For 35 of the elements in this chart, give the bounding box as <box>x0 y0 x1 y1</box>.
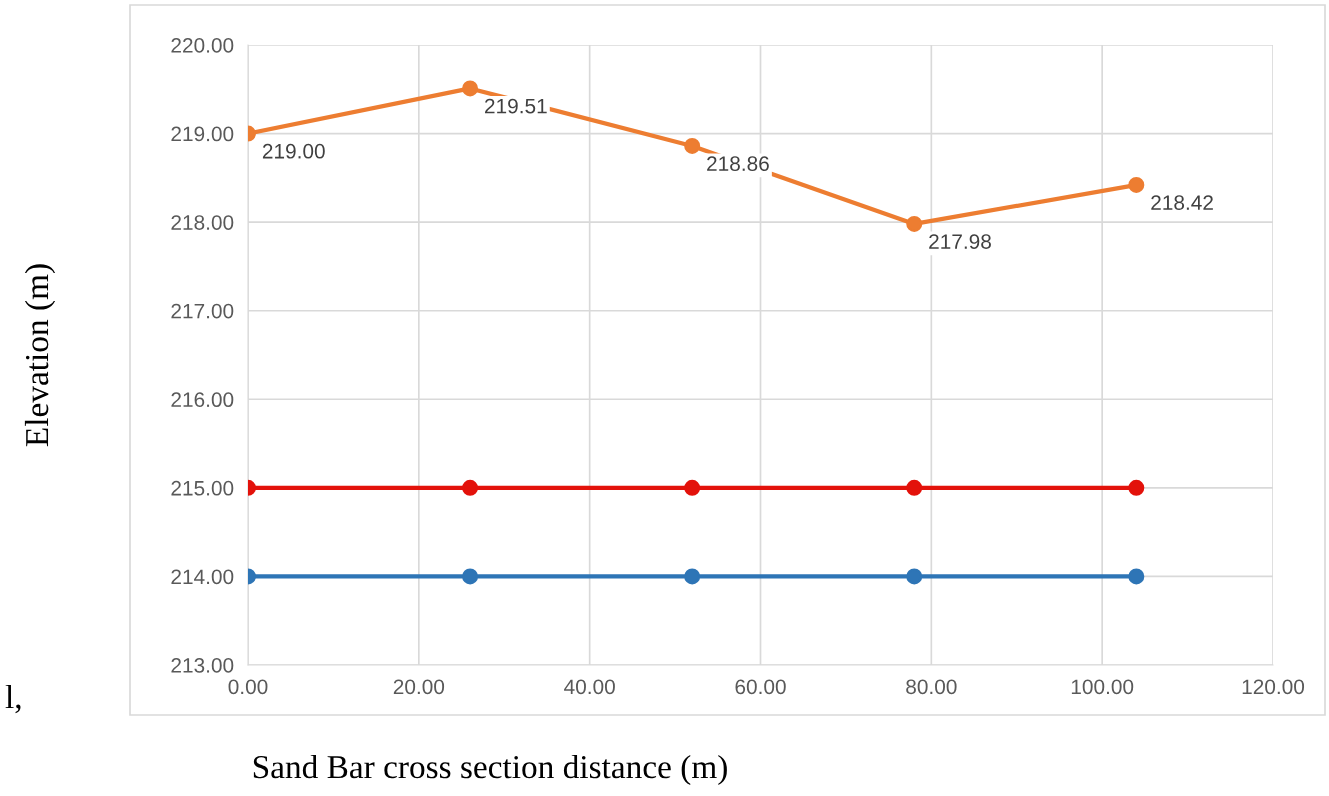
point <box>1128 176 1145 193</box>
y-axis-title: Elevation (m) <box>24 264 56 447</box>
point <box>684 568 701 585</box>
data-label: 218.86 <box>707 156 769 172</box>
y-tick-label: 218.00 <box>171 215 234 230</box>
y-tick-label: 219.00 <box>171 126 234 142</box>
point <box>462 568 479 585</box>
x-tick-label: 20.00 <box>393 679 445 695</box>
point <box>462 479 479 496</box>
data-label: 217.98 <box>929 234 991 249</box>
x-tick-label: 120.00 <box>1242 679 1305 695</box>
text: l, <box>5 684 21 714</box>
x-tick-label: 60.00 <box>735 679 786 695</box>
point <box>1128 568 1145 585</box>
y-tick-label: 215.00 <box>171 480 234 496</box>
point <box>684 137 701 154</box>
data-label: 219.51 <box>485 98 547 114</box>
x-axis-title: Sand Bar cross section distance (m) <box>253 754 727 786</box>
point <box>462 80 479 97</box>
x-tick-label: 40.00 <box>564 679 615 695</box>
y-tick-label: 214.00 <box>171 569 234 585</box>
data-label: 219.00 <box>262 143 325 159</box>
point <box>906 215 923 232</box>
y-tick-label: 216.00 <box>171 392 234 408</box>
point <box>684 479 701 496</box>
point <box>906 568 923 585</box>
y-tick-label: 213.00 <box>171 658 234 673</box>
y-tick-label: 217.00 <box>171 303 234 319</box>
x-tick-label: 80.00 <box>906 679 957 695</box>
point <box>906 479 923 496</box>
data-label: 218.42 <box>1151 195 1213 210</box>
x-tick-label: 0.00 <box>228 679 268 695</box>
y-tick-label: 220.00 <box>171 38 234 53</box>
x-tick-label: 100.00 <box>1071 679 1134 695</box>
point <box>1128 479 1145 496</box>
